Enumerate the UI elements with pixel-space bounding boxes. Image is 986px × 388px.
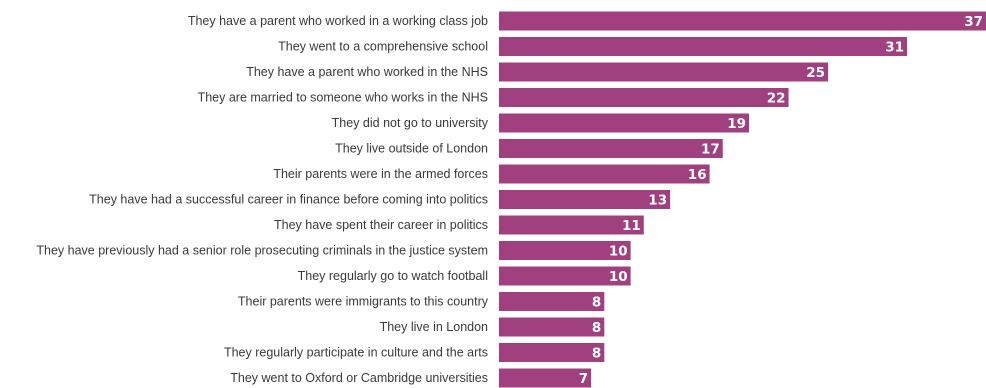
value-label: 8 [592,295,601,311]
bar [499,88,789,107]
value-label: 8 [592,320,601,336]
category-label: They have previously had a senior role p… [36,244,488,258]
bar [499,317,605,337]
category-label: They went to Oxford or Cambridge univers… [230,371,488,385]
category-label: They live outside of London [335,142,488,156]
value-label: 17 [701,142,720,158]
value-label: 13 [648,193,667,209]
category-label: They regularly participate in culture an… [224,346,488,360]
category-label: They are married to someone who works in… [198,91,488,105]
category-label: They did not go to university [332,116,489,130]
bar [499,62,829,82]
bar [499,190,671,209]
bar [499,113,750,133]
value-label: 19 [727,116,746,132]
value-label: 8 [592,346,601,362]
bar [499,215,644,235]
bar [499,266,631,286]
bar [499,241,631,260]
value-label: 11 [622,218,641,234]
value-label: 31 [885,40,904,56]
bar [499,37,908,56]
category-label: They have spent their career in politics [274,218,488,232]
category-label: They regularly go to watch football [298,269,488,283]
bar [499,343,605,362]
category-label: They have a parent who worked in a worki… [188,14,488,28]
category-label: They went to a comprehensive school [278,40,488,54]
bar [499,292,605,311]
category-label: Their parents were immigrants to this co… [238,295,489,309]
value-label: 10 [609,244,628,260]
bars [499,11,986,388]
bar [499,164,710,184]
bar [499,368,592,388]
value-label: 25 [806,65,825,81]
value-label: 16 [688,167,707,183]
category-label: They live in London [380,320,488,334]
category-label: They have had a successful career in fin… [89,193,488,207]
category-label: They have a parent who worked in the NHS [246,65,488,79]
value-label: 22 [767,91,786,107]
category-labels: They have a parent who worked in a worki… [36,14,488,385]
bar [499,139,723,158]
value-label: 37 [964,14,983,30]
value-label: 10 [609,269,628,285]
value-label: 7 [579,371,588,387]
bar [499,11,986,31]
category-label: Their parents were in the armed forces [273,167,488,181]
